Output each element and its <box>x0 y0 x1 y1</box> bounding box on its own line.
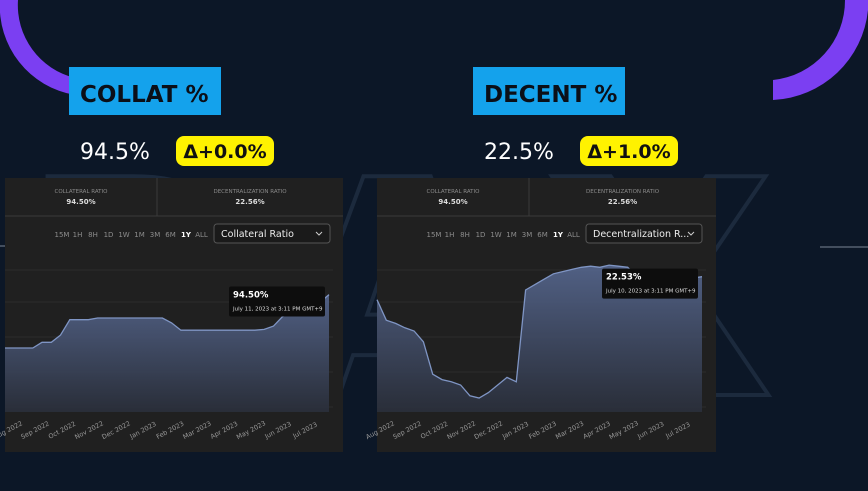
dropdown-text: Collateral Ratio <box>221 229 294 240</box>
heading-box <box>473 67 625 115</box>
dropdown[interactable] <box>213 223 331 244</box>
tooltip-value: 94.50% <box>233 291 269 301</box>
heading-box <box>69 67 221 115</box>
big-value: 22.5% <box>484 140 554 165</box>
dropdown-caret <box>687 231 695 236</box>
range-button[interactable]: 3M <box>150 231 161 239</box>
tooltip-value: 22.53% <box>606 273 642 283</box>
stat-value: 22.56% <box>235 198 264 206</box>
range-button[interactable]: 3M <box>522 231 533 239</box>
stat-label: DECENTRALIZATION RATIO <box>586 189 660 195</box>
range-button[interactable]: 1D <box>476 231 486 239</box>
range-button[interactable]: 1H <box>445 231 455 239</box>
stat-value: 94.50% <box>66 198 95 206</box>
dropdown-caret <box>315 231 323 236</box>
stat-value: 94.50% <box>438 198 467 206</box>
range-button[interactable]: 1M <box>506 231 517 239</box>
tooltip-date: July 11, 2023 at 3:11 PM GMT+9 <box>232 307 323 313</box>
area <box>5 294 329 412</box>
delta: Δ+1.0% <box>587 141 670 163</box>
range-button[interactable]: 6M <box>165 231 176 239</box>
delta-box <box>176 136 274 166</box>
range-button[interactable]: 1Y <box>181 231 192 239</box>
range-button[interactable]: 15M <box>427 231 442 239</box>
range-button[interactable]: 1Y <box>553 231 564 239</box>
area <box>377 265 702 412</box>
range-button[interactable]: 15M <box>55 231 70 239</box>
range-button[interactable]: 1D <box>104 231 114 239</box>
delta: Δ+0.0% <box>183 141 266 163</box>
stat-label: COLLATERAL RATIO <box>426 189 480 195</box>
heading: COLLAT % <box>80 82 209 108</box>
arc-left <box>0 0 75 95</box>
arc-right <box>773 0 868 100</box>
range-button[interactable]: 1H <box>73 231 83 239</box>
delta-box <box>580 136 678 166</box>
heading: DECENT % <box>484 82 617 108</box>
dropdown[interactable] <box>585 223 703 244</box>
big-value: 94.5% <box>80 140 150 165</box>
range-button[interactable]: 8H <box>88 231 98 239</box>
range-button[interactable]: 6M <box>537 231 548 239</box>
dropdown-text: Decentralization R... <box>593 229 689 240</box>
range-button[interactable]: ALL <box>567 231 580 239</box>
stat-value: 22.56% <box>608 198 637 206</box>
stat-label: DECENTRALIZATION RATIO <box>213 189 287 195</box>
range-button[interactable]: 8H <box>460 231 470 239</box>
tooltip-date: July 10, 2023 at 3:11 PM GMT+9 <box>605 289 696 295</box>
range-button[interactable]: 1W <box>118 231 129 239</box>
line <box>5 294 330 349</box>
stat-label: COLLATERAL RATIO <box>54 189 108 195</box>
range-button[interactable]: 1M <box>134 231 145 239</box>
range-button[interactable]: 1W <box>490 231 501 239</box>
tooltip <box>229 286 325 317</box>
tooltip <box>602 268 698 299</box>
range-button[interactable]: ALL <box>195 231 208 239</box>
